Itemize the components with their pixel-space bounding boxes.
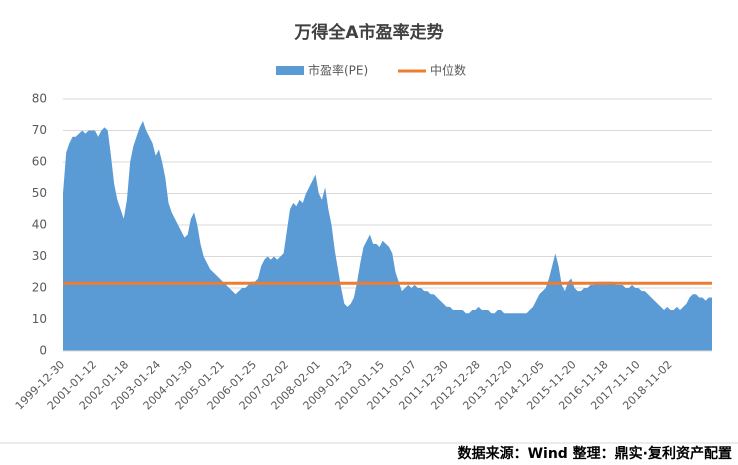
chart-title: 万得全A市盈率走势 (293, 22, 443, 43)
source-note: 数据来源：Wind 整理：鼎实·复利资产配置 (458, 445, 732, 462)
legend-label: 中位数 (430, 63, 466, 78)
y-tick-label: 10 (32, 312, 47, 326)
y-tick-label: 60 (32, 155, 47, 169)
y-tick-label: 20 (32, 281, 47, 295)
y-tick-label: 30 (32, 249, 47, 263)
legend-label: 市盈率(PE) (308, 63, 368, 78)
y-tick-label: 0 (39, 344, 47, 358)
y-tick-label: 80 (32, 92, 47, 106)
y-tick-label: 70 (32, 123, 47, 137)
y-tick-label: 40 (32, 218, 47, 232)
y-tick-label: 50 (32, 186, 47, 200)
pe-area (63, 121, 712, 351)
legend-swatch (276, 66, 304, 75)
